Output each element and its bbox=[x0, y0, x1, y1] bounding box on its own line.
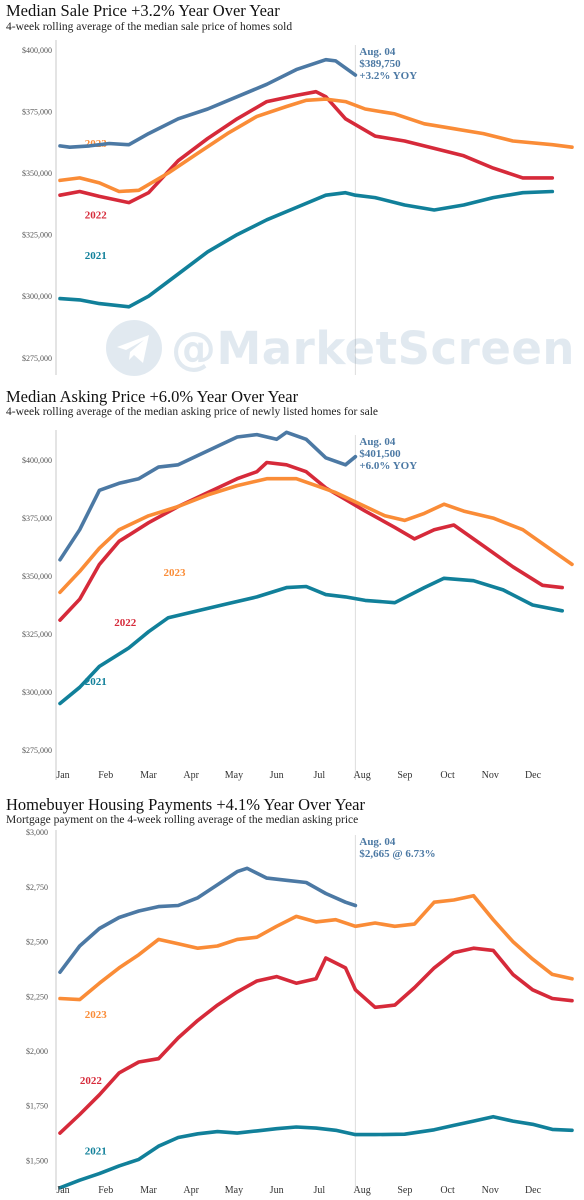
chart-subtitle: 4-week rolling average of the median ask… bbox=[6, 406, 379, 418]
y-tick-label: $325,000 bbox=[22, 630, 52, 639]
y-tick-label: $1,500 bbox=[26, 1156, 48, 1165]
x-month-label: Mar bbox=[140, 770, 157, 781]
chart-panel-ask: Median Asking Price +6.0% Year Over Year… bbox=[0, 380, 584, 790]
y-tick-label: $375,000 bbox=[22, 514, 52, 523]
y-tick-label: $325,000 bbox=[22, 231, 52, 240]
annotation-line: Aug. 04 bbox=[359, 836, 396, 848]
x-month-label: Sep bbox=[397, 770, 412, 781]
sale-price-chart: $400,000 $375,000 $350,000 $325,000 $300,000… bbox=[22, 40, 574, 375]
y-tick-label: $2,000 bbox=[26, 1047, 48, 1056]
y-tick-label: $2,250 bbox=[26, 992, 48, 1001]
series-line-2024 bbox=[58, 57, 358, 149]
y-tick-label: $300,000 bbox=[22, 688, 52, 697]
y-tick-label: $1,750 bbox=[26, 1102, 48, 1111]
x-month-label: Dec bbox=[525, 1185, 542, 1196]
series-line-2022 bbox=[58, 946, 574, 1135]
x-month-label: Aug bbox=[353, 770, 370, 781]
series-line-2024 bbox=[58, 430, 358, 562]
series-label-2022: 2022 bbox=[80, 1075, 103, 1087]
x-month-label: Dec bbox=[525, 770, 542, 781]
y-tick-label: $3,000 bbox=[26, 828, 48, 837]
annotation-line: $2,665 @ 6.73% bbox=[359, 848, 435, 860]
y-tick-label: $375,000 bbox=[22, 107, 52, 116]
series-line-2021 bbox=[58, 1114, 574, 1190]
series-label-2023: 2023 bbox=[164, 567, 187, 579]
watermark-text: @MarketScreen bbox=[171, 321, 575, 375]
series-label-2021: 2021 bbox=[85, 1145, 107, 1157]
annotation-line: $389,750 bbox=[359, 58, 401, 70]
x-month-label: Apr bbox=[183, 770, 199, 781]
series-line-2022 bbox=[58, 89, 555, 205]
series-line-2021 bbox=[58, 576, 564, 706]
watermark: @MarketScreen bbox=[105, 318, 575, 378]
series-label-2023: 2023 bbox=[85, 1009, 108, 1021]
series-line-2024 bbox=[58, 866, 358, 974]
y-tick-label: $275,000 bbox=[22, 746, 52, 755]
x-month-label: May bbox=[225, 770, 243, 781]
x-month-label: Jul bbox=[314, 1185, 326, 1196]
x-month-label: Jan bbox=[56, 1185, 69, 1196]
y-tick-label: $350,000 bbox=[22, 169, 52, 178]
y-tick-label: $400,000 bbox=[22, 46, 52, 55]
telegram-icon bbox=[106, 320, 162, 376]
x-month-label: Feb bbox=[98, 770, 113, 781]
x-month-label: Aug bbox=[353, 1185, 370, 1196]
x-month-label: Jun bbox=[270, 770, 284, 781]
x-month-label: May bbox=[225, 1185, 243, 1196]
annotation-line: Aug. 04 bbox=[359, 436, 396, 448]
series-label-2021: 2021 bbox=[85, 676, 107, 688]
chart-title: Homebuyer Housing Payments +4.1% Year Ov… bbox=[6, 795, 365, 814]
y-tick-label: $350,000 bbox=[22, 572, 52, 581]
x-month-label: Mar bbox=[140, 1185, 157, 1196]
x-month-label: Feb bbox=[98, 1185, 113, 1196]
y-tick-label: $400,000 bbox=[22, 456, 52, 465]
chart-title: Median Asking Price +6.0% Year Over Year bbox=[6, 387, 299, 406]
series-label-2021: 2021 bbox=[85, 250, 107, 262]
x-month-label: Apr bbox=[183, 1185, 199, 1196]
annotation-line: +3.2% YOY bbox=[359, 70, 417, 82]
y-tick-label: $2,500 bbox=[26, 938, 48, 947]
x-month-label: Nov bbox=[482, 1185, 499, 1196]
annotation-line: $401,500 bbox=[359, 448, 401, 460]
annotation-line: Aug. 04 bbox=[359, 46, 396, 58]
y-tick-label: $300,000 bbox=[22, 292, 52, 301]
y-tick-label: $2,750 bbox=[26, 883, 48, 892]
chart-panel-pay: Homebuyer Housing Payments +4.1% Year Ov… bbox=[0, 790, 584, 1200]
chart-subtitle: 4-week rolling average of the median sal… bbox=[6, 21, 293, 33]
x-month-label: Oct bbox=[440, 770, 455, 781]
x-month-label: Jun bbox=[270, 1185, 284, 1196]
x-month-label: Jul bbox=[314, 770, 326, 781]
series-line-2023 bbox=[58, 476, 574, 595]
series-line-2023 bbox=[58, 97, 574, 194]
series-line-2022 bbox=[58, 460, 564, 622]
chart-title: Median Sale Price +3.2% Year Over Year bbox=[6, 1, 280, 20]
chart-panel-sale: Median Sale Price +3.2% Year Over Year 4… bbox=[0, 0, 584, 380]
series-line-2021 bbox=[58, 189, 555, 309]
x-month-label: Nov bbox=[482, 770, 499, 781]
y-tick-label: $275,000 bbox=[22, 354, 52, 363]
annotation-line: +6.0% YOY bbox=[359, 460, 417, 472]
x-month-label: Sep bbox=[397, 1185, 412, 1196]
series-label-2022: 2022 bbox=[85, 210, 108, 222]
x-month-label: Oct bbox=[440, 1185, 455, 1196]
x-month-label: Jan bbox=[56, 770, 69, 781]
housing-payment-chart: $3,000 $2,750 $2,500 $2,250 $2,000 $1,750 $1,5… bbox=[26, 828, 574, 1196]
asking-price-chart: $400,000 $375,000 $350,000 $325,000 $300,000… bbox=[22, 430, 574, 781]
chart-subtitle: Mortgage payment on the 4-week rolling a… bbox=[6, 814, 359, 826]
series-label-2022: 2022 bbox=[114, 617, 137, 629]
series-line-2023 bbox=[58, 893, 574, 1002]
